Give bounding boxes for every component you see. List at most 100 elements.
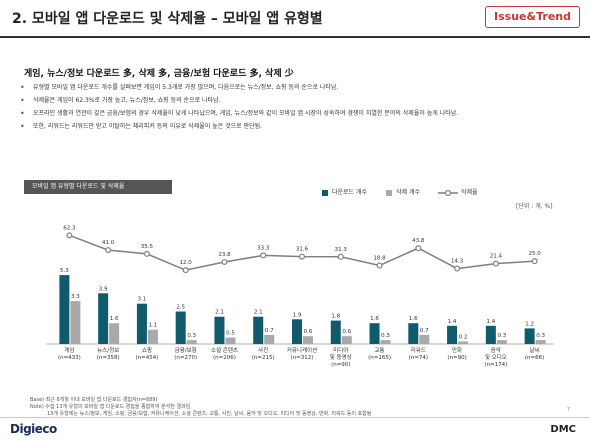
bullet-item: 삭제율은 게임이 62.3%로 가장 높고, 뉴스/정보, 쇼핑 등의 순으로 … [20,96,560,105]
download-bar [253,316,264,344]
download-value-label: 1.4 [448,319,457,325]
legend-rate-swatch [438,189,458,196]
delete-value-label: 0.7 [420,328,429,334]
page-header: 2. 모바일 앱 다운로드 및 삭제율 – 모바일 앱 유형별 Issue&Tr… [0,0,590,38]
bullet-item: 또한, 리워드는 리워드만 받고 이탈하는 체리피커 등의 이유로 삭제율이 높… [20,122,560,131]
footnote-note: Note) 수집 13개 유형의 모바일 앱 다운로드 경험을 종합하여 분석한… [30,404,191,410]
x-tick-label: 날씨 [530,346,540,354]
download-value-label: 1.9 [293,312,302,318]
download-value-label: 2.1 [215,310,224,316]
download-value-label: 1.2 [525,321,534,327]
legend-delete: 삭제 개수 [386,187,420,196]
x-tick-label: 음악 [491,346,501,354]
rate-point [376,262,383,269]
download-bar [485,325,496,344]
rate-value-label: 12.0 [180,260,193,266]
delete-bar [535,340,546,344]
chart-canvas: 5.3 3.3 게임(n=433) 3.9 1.6 뉴스/정보(n=358) 3.1 1.1 쇼… [46,225,554,368]
delete-value-label: 3.3 [71,294,80,300]
legend-download-label: 다운로드 개수 [332,189,368,196]
delete-value-label: 0.5 [226,331,235,337]
x-tick-label: 커뮤니케이션 [287,346,317,354]
footer-divider [0,417,590,418]
delete-bar [70,301,81,344]
rate-value-label: 31.6 [296,247,309,253]
page-number: 7 [566,407,570,413]
delete-bar [264,334,275,344]
download-value-label: 5.3 [60,268,69,274]
x-tick-label: (n=165) [368,355,391,361]
x-tick-label: (n=433) [58,355,81,361]
delete-value-label: 0.7 [265,328,274,334]
rate-value-label: 18.8 [373,255,386,261]
download-value-label: 1.8 [331,314,340,320]
rate-point [454,265,461,272]
x-tick-label: (n=312) [291,355,314,361]
x-tick-label: 사진 [258,346,268,354]
legend-download: 다운로드 개수 [322,187,367,196]
section-subtitle: 게임, 뉴스/정보 다운로드 多, 삭제 多, 금융/보험 다운로드 多, 삭제… [24,69,294,79]
delete-value-label: 0.3 [536,333,545,339]
rate-point [337,253,344,260]
download-value-label: 2.1 [254,310,263,316]
download-bar [292,319,302,344]
x-tick-label: 리워드 [411,346,426,354]
legend-rate-label: 삭제율 [461,189,478,196]
rate-value-label: 62.3 [63,225,76,231]
rate-point [143,250,150,257]
delete-value-label: 0.3 [497,333,506,339]
bullet-item: 유형별 모바일 앱 다운로드 개수를 살펴보면 게임이 5.3개로 가장 많으며… [20,83,560,92]
bullet-item: 오프라인 생활과 연관이 깊은 금융/보험의 경우 삭제율이 낮게 나타났으며,… [20,109,560,118]
rate-point [415,245,422,252]
rate-point [531,258,538,265]
delete-bar [303,336,313,344]
delete-value-label: 0.3 [381,333,390,339]
x-tick-label: 및 동영상 [330,353,352,361]
download-value-label: 2.5 [176,305,185,311]
download-bar [59,275,70,344]
download-bar [98,293,109,344]
rate-point [182,267,189,274]
download-value-label: 3.1 [138,297,147,303]
x-tick-label: 금융/보험 [175,347,197,354]
download-bar [447,325,458,344]
rate-value-label: 14.3 [451,259,464,265]
rate-value-label: 31.3 [335,247,348,253]
delete-value-label: 0.6 [342,329,351,335]
x-tick-label: (n=90) [331,362,350,368]
legend-delete-swatch [386,189,392,196]
x-tick-label: (n=358) [97,355,120,361]
download-bar [136,303,147,344]
delete-bar [147,329,158,344]
download-bar [524,328,535,344]
x-tick-label: (n=90) [447,355,466,361]
delete-bar [225,337,236,344]
delete-bar [496,340,507,344]
bullet-list: 유형별 모바일 앱 다운로드 개수를 살펴보면 게임이 5.3개로 가장 많으며… [20,83,560,135]
page-title: 2. 모바일 앱 다운로드 및 삭제율 – 모바일 앱 유형별 [12,11,323,27]
download-bar [214,316,225,344]
x-tick-label: 뉴스/정보 [97,347,119,354]
delete-value-label: 0.2 [459,334,468,340]
x-tick-label: (n=454) [135,355,158,361]
chart-title: 모바일 앱 유형별 다운로드 및 삭제율 [24,180,172,194]
rate-value-label: 23.8 [218,252,231,258]
x-tick-label: 쇼핑 [142,346,152,354]
rate-value-label: 33.3 [257,245,270,251]
x-tick-label: 소셜 콘텐츠 [211,346,238,354]
rate-value-label: 21.4 [490,254,503,260]
rate-point [105,247,112,254]
delete-bar [380,340,391,344]
delete-bar [419,334,430,344]
x-tick-label: 만화 [452,346,462,354]
x-tick-label: (n=206) [213,355,236,361]
delete-value-label: 1.6 [110,316,119,322]
download-bar [175,311,186,344]
delete-bar [341,336,352,344]
download-value-label: 1.6 [370,316,379,322]
download-value-label: 3.9 [99,286,108,292]
delete-bar [186,340,197,344]
digieco-logo: Digieco [10,422,57,436]
download-value-label: 1.4 [486,319,495,325]
footnotes: Base) 최근 6개월 이내 모바일 앱 다운로드 경험자(n=689) No… [30,397,371,418]
